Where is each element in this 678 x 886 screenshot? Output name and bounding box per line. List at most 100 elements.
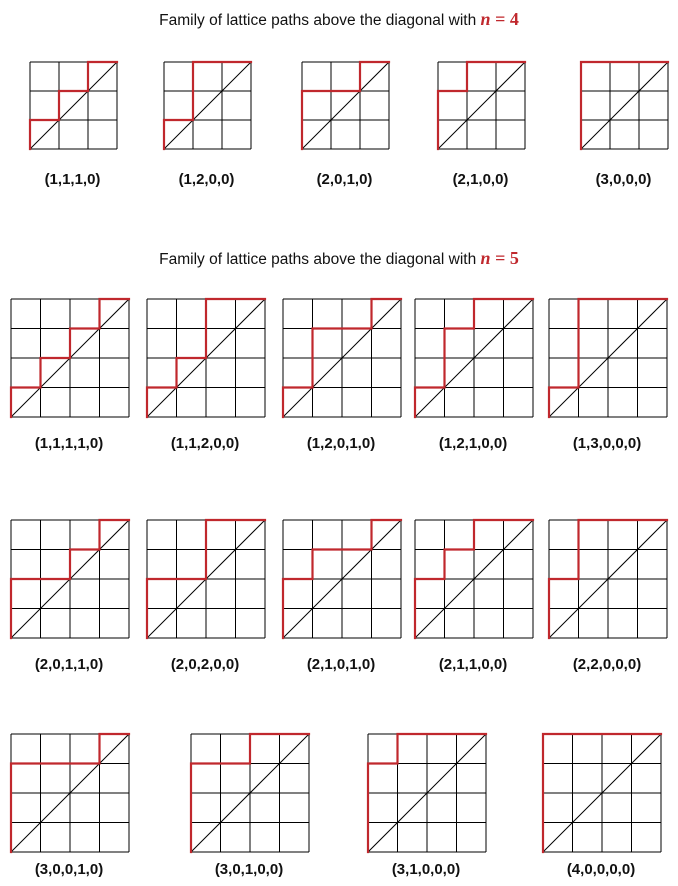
path-label: (2,0,2,0,0) — [170, 656, 240, 673]
lattice-path — [162, 60, 253, 151]
lattice-grid — [145, 297, 267, 419]
family-title-variable: n — [480, 248, 491, 268]
path-label: (1,1,1,1,0) — [34, 435, 104, 452]
lattice-grid — [281, 297, 403, 419]
family-title-1: Family of lattice paths above the diagon… — [0, 9, 678, 30]
lattice-grid — [9, 297, 131, 419]
lattice-grid — [145, 518, 267, 640]
path-label: (2,1,0,1,0) — [306, 656, 376, 673]
diagonal-line — [163, 61, 252, 150]
lattice-grid — [436, 60, 527, 151]
family-title-value: = 5 — [490, 248, 519, 268]
lattice-path — [547, 518, 669, 640]
path-label: (1,1,2,0,0) — [170, 435, 240, 452]
lattice-path — [366, 732, 488, 854]
lattice-grid — [9, 732, 131, 854]
lattice-grid-svg — [547, 518, 669, 640]
diagonal-line — [437, 61, 526, 150]
lattice-grid-svg — [413, 297, 535, 419]
diagonal-line — [580, 61, 669, 150]
family-title-text: Family of lattice paths above the diagon… — [159, 251, 481, 268]
family-title-value: = 4 — [490, 9, 519, 29]
lattice-grid-svg — [436, 60, 527, 151]
lattice-grid — [28, 60, 119, 151]
diagonal-line — [414, 298, 534, 418]
diagonal-line — [190, 733, 310, 853]
lattice-grid-svg — [9, 518, 131, 640]
diagonal-line — [414, 519, 534, 639]
lattice-grid-svg — [145, 518, 267, 640]
lattice-grid-svg — [281, 518, 403, 640]
lattice-grid — [541, 732, 663, 854]
lattice-grid — [413, 518, 535, 640]
lattice-grid — [9, 518, 131, 640]
diagonal-line — [282, 519, 402, 639]
lattice-grid — [413, 297, 535, 419]
path-label: (1,2,0,0) — [178, 171, 235, 188]
lattice-grid — [579, 60, 670, 151]
diagonal-line — [29, 61, 118, 150]
path-label: (1,2,0,1,0) — [306, 435, 376, 452]
lattice-grid — [281, 518, 403, 640]
path-label: (2,1,0,0) — [452, 171, 509, 188]
lattice-grid — [547, 297, 669, 419]
lattice-path — [281, 297, 403, 419]
lattice-path — [281, 518, 403, 640]
lattice-grid-svg — [413, 518, 535, 640]
lattice-grid-svg — [300, 60, 391, 151]
lattice-path — [541, 732, 663, 854]
lattice-path — [547, 297, 669, 419]
lattice-grid-svg — [547, 297, 669, 419]
family-title-text: Family of lattice paths above the diagon… — [159, 12, 481, 29]
lattice-grid — [366, 732, 488, 854]
lattice-grid-svg — [145, 297, 267, 419]
lattice-grid — [547, 518, 669, 640]
lattice-grid-svg — [541, 732, 663, 854]
diagonal-line — [548, 298, 668, 418]
diagonal-line — [282, 298, 402, 418]
path-label: (1,1,1,0) — [44, 171, 101, 188]
lattice-grid-svg — [162, 60, 253, 151]
lattice-path — [300, 60, 391, 151]
lattice-path — [145, 297, 267, 419]
path-label: (2,0,1,1,0) — [34, 656, 104, 673]
path-label: (2,1,1,0,0) — [438, 656, 508, 673]
lattice-path — [436, 60, 527, 151]
lattice-grid — [300, 60, 391, 151]
path-label: (2,0,1,0) — [316, 171, 373, 188]
lattice-path — [9, 732, 131, 854]
lattice-grid-svg — [281, 297, 403, 419]
lattice-path — [9, 297, 131, 419]
family-title-variable: n — [480, 9, 491, 29]
path-label: (4,0,0,0,0) — [566, 861, 636, 878]
lattice-grid — [189, 732, 311, 854]
path-label: (1,2,1,0,0) — [438, 435, 508, 452]
lattice-grid-svg — [189, 732, 311, 854]
path-label: (2,2,0,0,0) — [572, 656, 642, 673]
diagonal-line — [301, 61, 390, 150]
lattice-grid — [162, 60, 253, 151]
lattice-path — [413, 297, 535, 419]
lattice-path — [9, 518, 131, 640]
path-label: (3,0,1,0,0) — [214, 861, 284, 878]
diagonal-line — [367, 733, 487, 853]
lattice-grid-svg — [579, 60, 670, 151]
lattice-grid-svg — [9, 297, 131, 419]
lattice-path — [579, 60, 670, 151]
family-title-2: Family of lattice paths above the diagon… — [0, 248, 678, 269]
diagonal-line — [542, 733, 662, 853]
path-label: (1,3,0,0,0) — [572, 435, 642, 452]
lattice-grid-svg — [9, 732, 131, 854]
lattice-path — [28, 60, 119, 151]
lattice-path — [413, 518, 535, 640]
path-label: (3,0,0,0) — [595, 171, 652, 188]
path-label: (3,0,0,1,0) — [34, 861, 104, 878]
lattice-grid-svg — [366, 732, 488, 854]
lattice-path — [145, 518, 267, 640]
lattice-path — [189, 732, 311, 854]
lattice-grid-svg — [28, 60, 119, 151]
diagonal-line — [548, 519, 668, 639]
diagonal-line — [10, 733, 130, 853]
path-label: (3,1,0,0,0) — [391, 861, 461, 878]
